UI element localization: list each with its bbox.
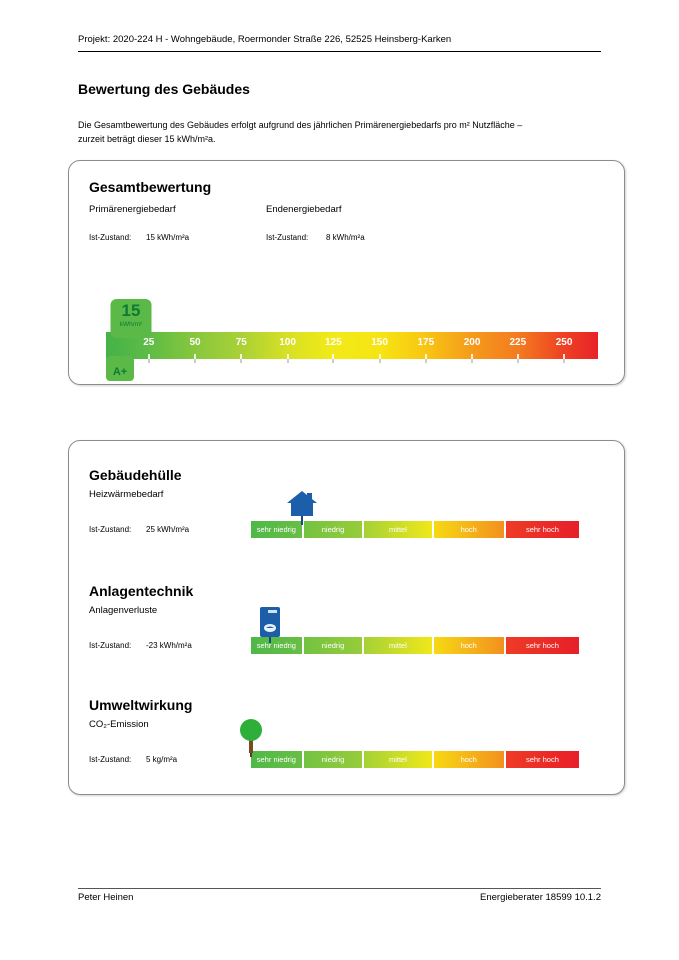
project-header: Projekt: 2020-224 H - Wohngebäude, Roerm… [78, 34, 601, 52]
ist-zustand-label: Ist-Zustand: [89, 755, 132, 764]
rating-segment-bar: sehr niedrig niedrig mittel hoch sehr ho… [251, 751, 579, 768]
segment-hoch: hoch [433, 637, 504, 654]
scale-tick: 225 [509, 337, 527, 348]
scale-tick: 125 [324, 337, 342, 348]
segment-hoch: hoch [433, 751, 504, 768]
tick-mark [563, 354, 566, 359]
section-anlagentechnik: Anlagentechnik Anlagenverluste Ist-Zusta… [69, 581, 624, 681]
segment-niedrig: niedrig [303, 521, 363, 538]
segment-sehr-hoch: sehr hoch [505, 751, 579, 768]
tick-mark [147, 354, 150, 359]
section-subtitle: Anlagenverluste [89, 605, 158, 616]
energy-gradient-bar: 25 50 75 100 125 150 175 200 225 250 [106, 332, 598, 363]
ist-zustand-label-2: Ist-Zustand: [266, 233, 309, 242]
boiler-icon [259, 607, 281, 648]
tick-mark-below [517, 359, 519, 363]
section-title: Gebäudehülle [89, 467, 182, 483]
ist-zustand-value-2: 8 kWh/m²a [326, 233, 365, 242]
segment-niedrig: niedrig [303, 751, 363, 768]
page-title: Bewertung des Gebäudes [78, 81, 250, 97]
footer-divider [78, 888, 601, 889]
tick-mark-below [194, 359, 196, 363]
section-subtitle: Heizwärmebedarf [89, 489, 164, 500]
tick-mark-below [425, 359, 427, 363]
tick-mark [424, 354, 427, 359]
ist-zustand-value: -23 kWh/m²a [146, 641, 192, 650]
ist-zustand-value: 25 kWh/m²a [146, 525, 190, 534]
segment-niedrig: niedrig [303, 637, 363, 654]
tick-mark-below [563, 359, 565, 363]
segment-sehr-hoch: sehr hoch [505, 521, 579, 538]
endenergiebedarf-label: Endenergiebedarf [266, 204, 342, 215]
segment-sehr-niedrig: sehr niedrig [251, 637, 302, 654]
tick-mark-below [471, 359, 473, 363]
section-gebaeudehuelle: Gebäudehülle Heizwärmebedarf Ist-Zustand… [69, 465, 624, 565]
tick-mark-below [287, 359, 289, 363]
tick-mark [240, 354, 243, 359]
tick-mark-below [240, 359, 242, 363]
detail-ratings-card: Gebäudehülle Heizwärmebedarf Ist-Zustand… [68, 440, 625, 795]
energy-scale: 15 kWh/m² 25 50 75 100 125 150 175 200 2… [106, 299, 598, 381]
primaerenergiebedarf-label: Primärenergiebedarf [89, 204, 176, 215]
ist-zustand-label: Ist-Zustand: [89, 641, 132, 650]
tick-mark-below [332, 359, 334, 363]
house-icon [286, 491, 318, 532]
rating-badge: A+ [106, 356, 134, 381]
ist-zustand-value: 5 kg/m²a [146, 755, 178, 764]
tree-icon [239, 719, 263, 762]
section-title: Umweltwirkung [89, 697, 193, 713]
tick-mark [286, 354, 289, 359]
section-title: Anlagentechnik [89, 583, 194, 599]
tick-mark-below [148, 359, 150, 363]
segment-sehr-hoch: sehr hoch [505, 637, 579, 654]
tick-mark-below [379, 359, 381, 363]
energy-value-marker: 15 kWh/m² [110, 299, 152, 338]
ist-zustand-label-1: Ist-Zustand: [89, 233, 132, 242]
ist-zustand-value-1: 15 kWh/m²a [146, 233, 190, 242]
tick-mark [332, 354, 335, 359]
gesamtbewertung-title: Gesamtbewertung [89, 179, 212, 195]
section-umweltwirkung: Umweltwirkung CO₂-Emission Ist-Zustand: … [69, 695, 624, 795]
gesamtbewertung-card: Gesamtbewertung Primärenergiebedarf Ende… [68, 160, 625, 385]
scale-tick: 25 [143, 337, 155, 348]
intro-line-1: Die Gesamtbewertung des Gebäudes erfolgt… [78, 120, 523, 130]
tick-mark [516, 354, 519, 359]
footer-author: Peter Heinen [78, 892, 134, 903]
segment-mittel: mittel [364, 637, 432, 654]
scale-tick: 250 [555, 337, 573, 348]
tick-mark [378, 354, 381, 359]
tick-mark [194, 354, 197, 359]
segment-mittel: mittel [364, 521, 432, 538]
scale-tick: 150 [371, 337, 388, 348]
segment-sehr-niedrig: sehr niedrig [251, 751, 302, 768]
scale-tick: 100 [279, 337, 296, 348]
marker-unit: kWh/m² [119, 320, 143, 328]
rating-segment-bar: sehr niedrig niedrig mittel hoch sehr ho… [251, 637, 579, 654]
intro-paragraph: Die Gesamtbewertung des Gebäudes erfolgt… [78, 119, 608, 147]
segment-sehr-niedrig: sehr niedrig [251, 521, 302, 538]
tick-mark [471, 354, 474, 359]
segment-hoch: hoch [433, 521, 504, 538]
segment-mittel: mittel [364, 751, 432, 768]
scale-tick: 50 [189, 337, 201, 348]
footer-software: Energieberater 18599 10.1.2 [480, 892, 601, 903]
scale-tick: 200 [463, 337, 481, 348]
scale-tick: 175 [417, 337, 435, 348]
rating-segment-bar: sehr niedrig niedrig mittel hoch sehr ho… [251, 521, 579, 538]
section-subtitle: CO₂-Emission [89, 719, 149, 730]
scale-tick: 75 [235, 337, 247, 348]
ist-zustand-label: Ist-Zustand: [89, 525, 132, 534]
intro-line-2: zurzeit beträgt dieser 15 kWh/m²a. [78, 133, 216, 144]
marker-value: 15 [121, 301, 141, 320]
